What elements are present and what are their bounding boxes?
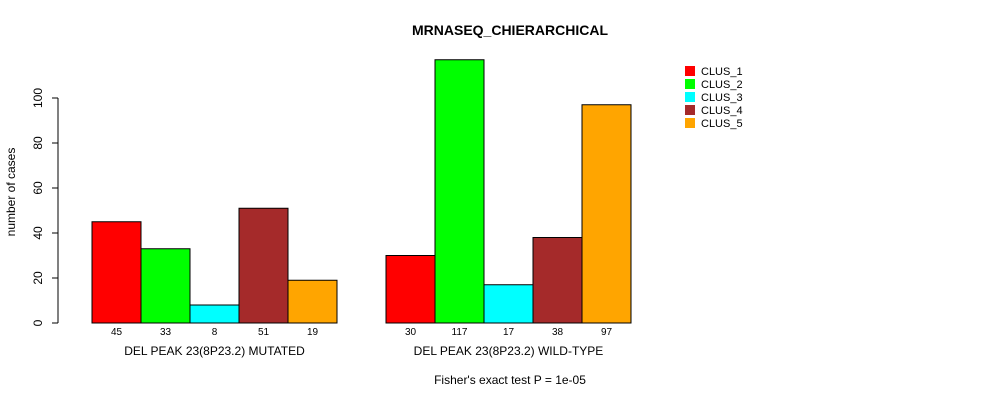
legend-swatch-clus-3 <box>685 92 695 102</box>
bar-value-label: 19 <box>307 327 319 338</box>
bar-value-label: 17 <box>503 327 515 338</box>
y-tick-label: 60 <box>31 181 45 195</box>
bar-clus-2 <box>140 248 191 324</box>
legend-label: CLUS_5 <box>701 118 743 130</box>
bar-value-label: 51 <box>258 327 270 338</box>
legend-label: CLUS_1 <box>701 66 743 78</box>
legend-swatch-clus-5 <box>685 118 695 128</box>
bar-value-label: 38 <box>552 327 564 338</box>
bar-value-label: 45 <box>111 327 123 338</box>
y-axis: 0 20 40 60 80 100 <box>31 88 59 326</box>
bar-value-label: 33 <box>160 327 172 338</box>
y-tick-label: 40 <box>31 226 45 240</box>
legend-label: CLUS_2 <box>701 79 743 91</box>
bar-clus-2 <box>434 59 485 324</box>
bar-clus-5 <box>287 279 338 324</box>
bar-clus-5 <box>581 104 632 324</box>
y-tick-label: 0 <box>31 319 45 326</box>
y-axis-label: number of cases <box>4 148 18 237</box>
y-tick-label: 20 <box>31 271 45 285</box>
bar-clus-1 <box>91 221 142 324</box>
bar-value-label: 117 <box>452 327 468 338</box>
bar-value-label: 97 <box>601 327 613 338</box>
legend-swatch-clus-1 <box>685 66 695 76</box>
legend-swatch-clus-2 <box>685 79 695 89</box>
bar-clus-4 <box>238 207 289 324</box>
y-tick-label: 80 <box>31 136 45 150</box>
chart-title: MRNASEQ_CHIERARCHICAL <box>412 22 608 38</box>
fisher-test-note: Fisher's exact test P = 1e-05 <box>434 373 586 387</box>
y-tick-label: 100 <box>31 88 45 108</box>
bar-value-label: 30 <box>405 327 417 338</box>
group-label: DEL PEAK 23(8P23.2) WILD-TYPE <box>414 344 604 358</box>
bar-clus-3 <box>189 304 240 324</box>
bar-value-label: 8 <box>212 327 218 338</box>
bar-clus-3 <box>483 284 534 324</box>
bar-clus-4 <box>532 237 583 324</box>
bar-clus-1 <box>385 255 436 324</box>
legend-label: CLUS_3 <box>701 92 743 104</box>
legend-label: CLUS_4 <box>701 105 743 117</box>
group-label: DEL PEAK 23(8P23.2) MUTATED <box>124 344 305 358</box>
legend-swatch-clus-4 <box>685 105 695 115</box>
